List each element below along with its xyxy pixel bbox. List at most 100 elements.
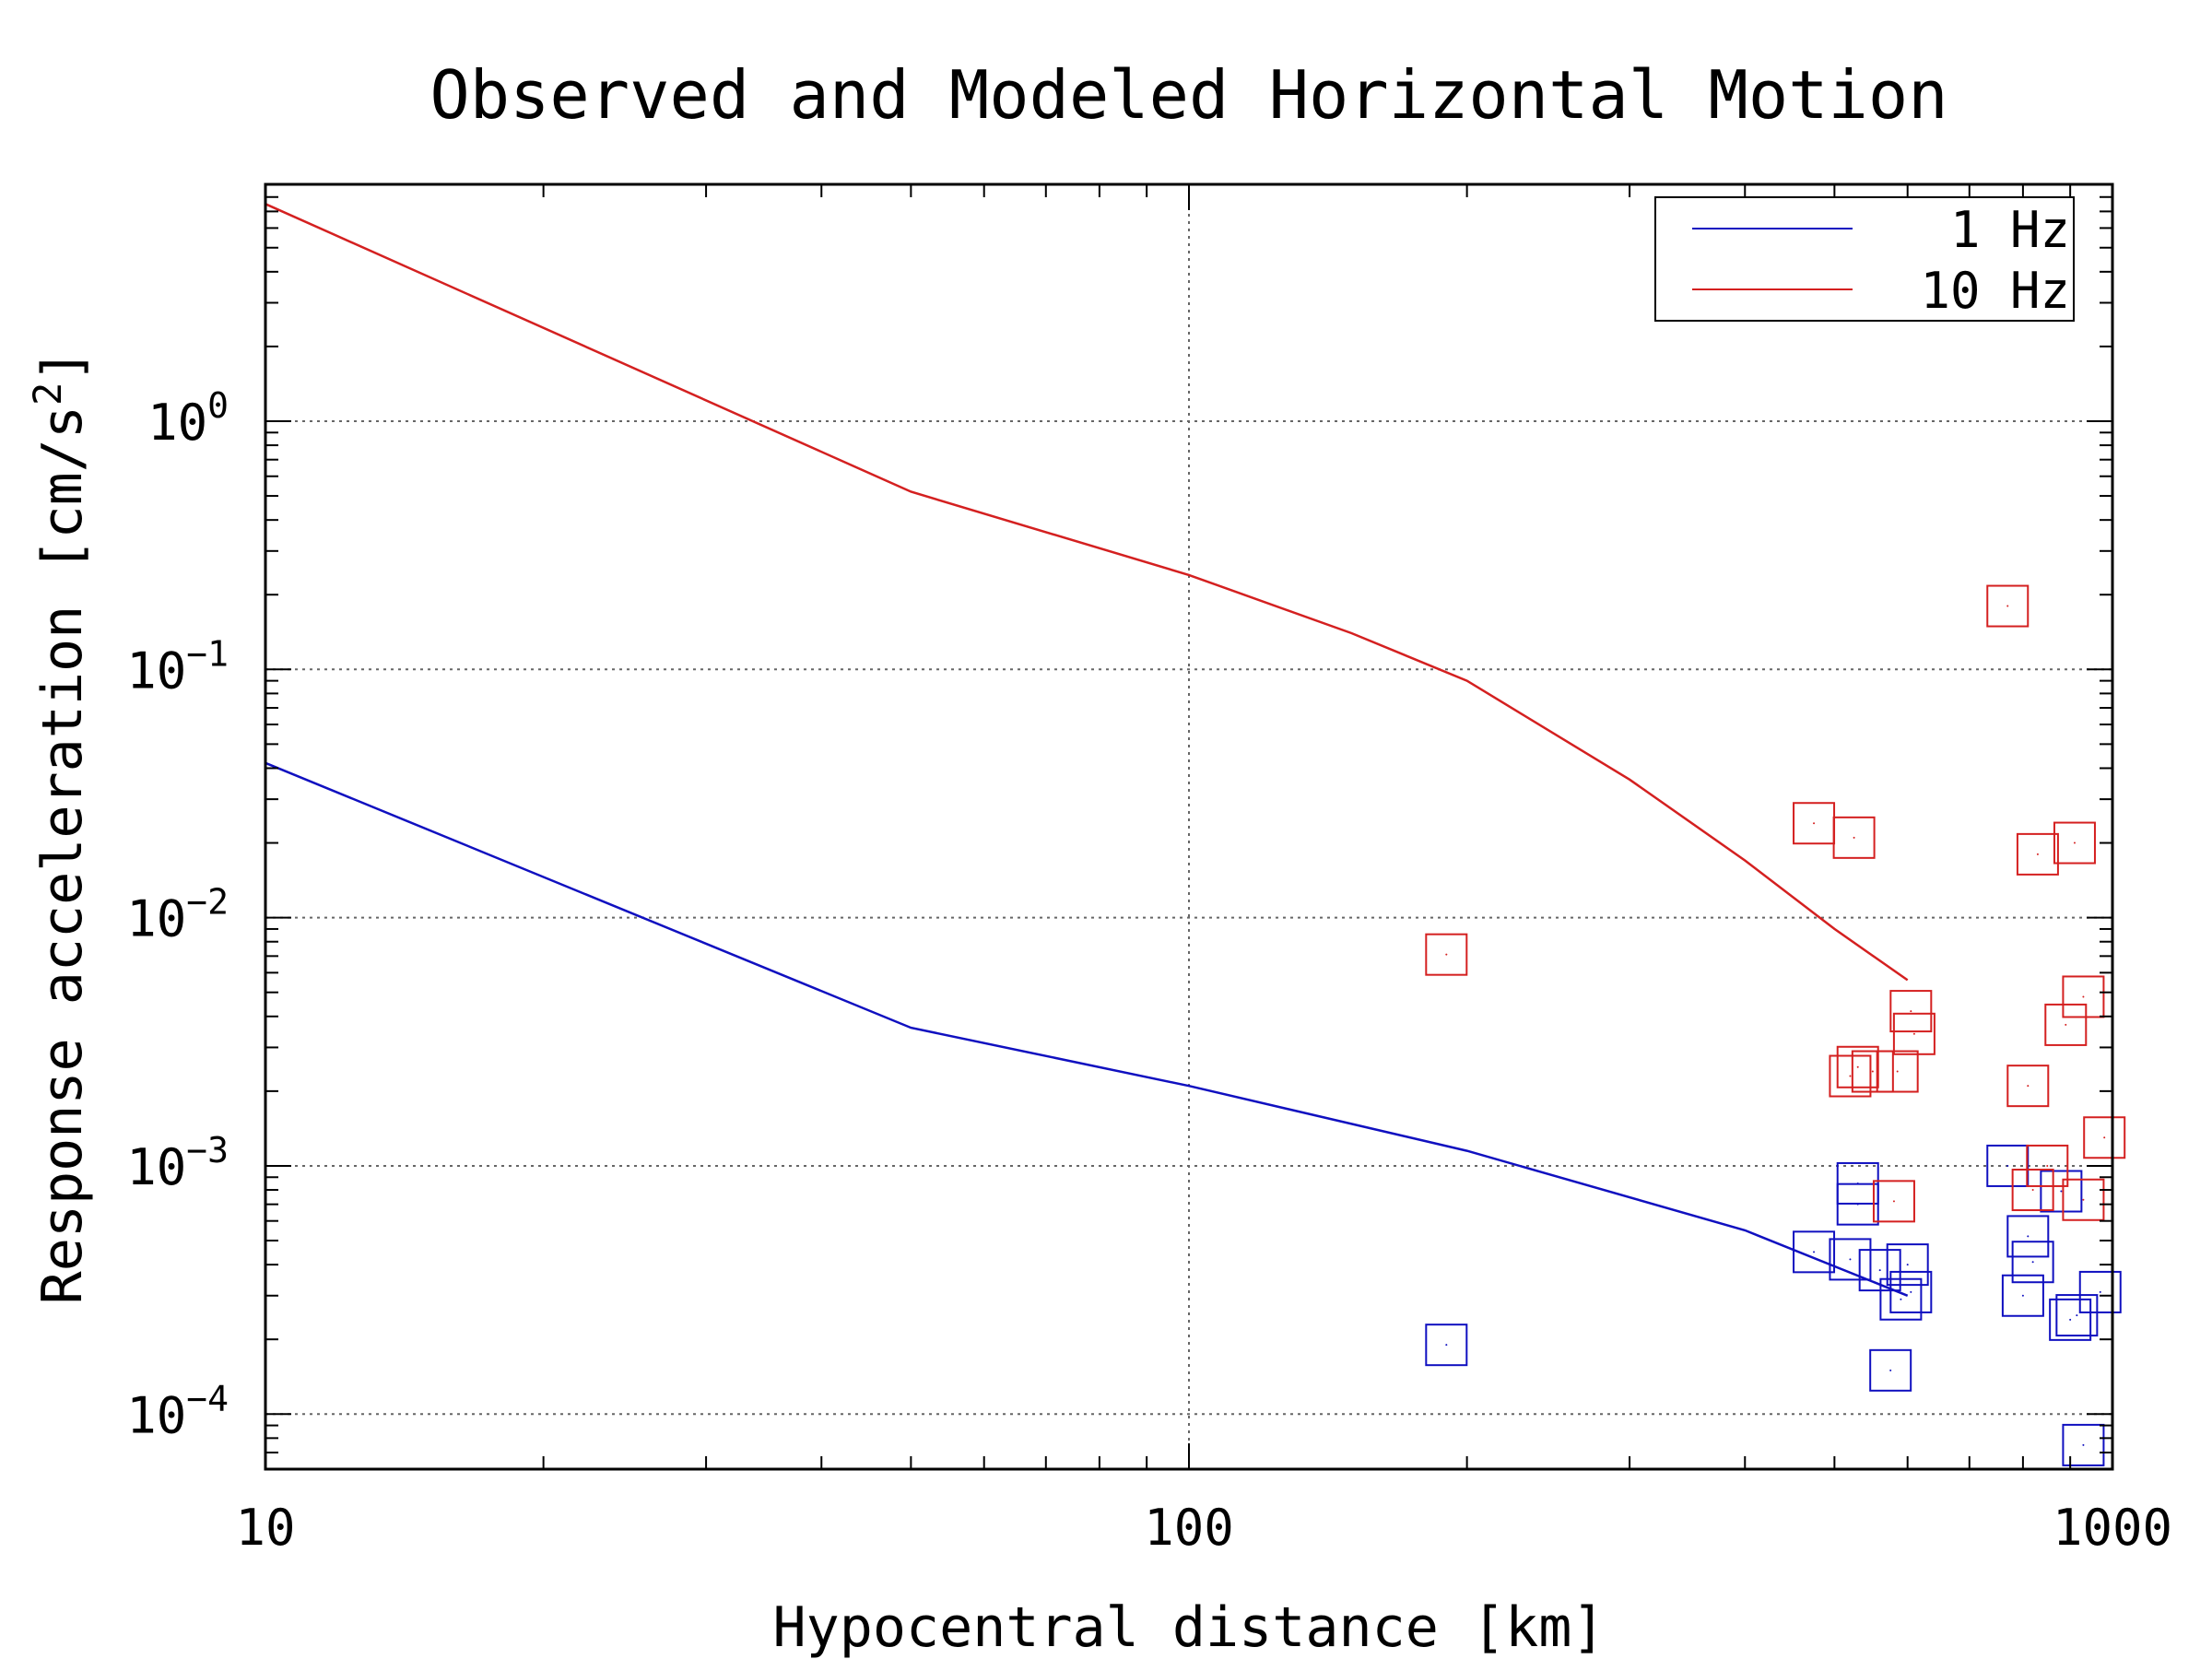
observed-point-10hz [1889, 990, 1933, 1033]
observed-point-1hz [2062, 1423, 2105, 1466]
model-line-1hz [265, 761, 1909, 1297]
y-axis-label: Response acceleration [cm/s2] [25, 349, 95, 1305]
observed-point-center-10hz [1813, 822, 1816, 825]
observed-point-10hz [2016, 832, 2059, 876]
observed-point-10hz [2062, 1178, 2105, 1221]
y-tick-exponent: −1 [186, 633, 229, 674]
observed-point-1hz [1879, 1277, 1923, 1321]
observed-point-center-10hz [2082, 995, 2085, 998]
observed-point-center-10hz [1445, 953, 1448, 956]
observed-point-center-1hz [2069, 1318, 2072, 1321]
legend-label-1hz: 1 Hz [1950, 201, 2070, 259]
observed-point-10hz [2011, 1169, 2054, 1212]
x-tick-labels: 10 100 1000 [235, 1499, 2172, 1557]
observed-point-center-1hz [1445, 1344, 1448, 1347]
observed-point-10hz [1425, 933, 1468, 976]
observed-point-center-10hz [1856, 1065, 1859, 1068]
observed-point-center-10hz [1912, 1032, 1915, 1035]
observed-point-10hz [1876, 1050, 1919, 1093]
observed-point-1hz [2011, 1241, 2054, 1284]
y-axis-label-main: Response acceleration [cm/s [30, 406, 95, 1304]
y-tick-label: 10−1 [126, 633, 229, 700]
y-tick-base: 10 [126, 1386, 186, 1444]
observed-point-10hz [1986, 584, 2030, 628]
observed-point-center-1hz [2082, 1443, 2085, 1446]
observed-point-1hz [1425, 1324, 1468, 1367]
observed-point-10hz [2044, 1003, 2088, 1046]
plot-frame [264, 182, 2114, 1471]
y-tick-base: 10 [126, 1138, 186, 1196]
observed-point-1hz [2049, 1298, 2092, 1341]
observed-point-center-1hz [2060, 1190, 2063, 1193]
observed-point-center-10hz [2036, 853, 2039, 855]
y-tick-label: 10−4 [126, 1378, 229, 1444]
y-tick-exponent: −3 [186, 1130, 229, 1171]
observed-point-center-10hz [2031, 1189, 2034, 1192]
observed-point-1hz [2055, 1294, 2099, 1337]
observed-point-1hz [1869, 1348, 1912, 1392]
x-tick-label: 100 [1144, 1499, 1234, 1557]
observed-point-1hz [1886, 1243, 1929, 1287]
observed-point-center-1hz [1813, 1251, 1816, 1253]
model-line-10hz [265, 203, 1909, 982]
observed-point-10hz [2083, 1116, 2126, 1159]
observed-point-center-1hz [2076, 1314, 2078, 1317]
observed-point-center-1hz [1856, 1203, 1859, 1206]
y-tick-base: 10 [126, 641, 186, 700]
y-axis-label-sup: 2 [25, 382, 70, 406]
observed-point-center-1hz [1910, 1290, 1912, 1293]
observed-point-center-1hz [2006, 1164, 2009, 1167]
observed-point-10hz [2053, 821, 2096, 865]
legend-box [1654, 196, 2075, 322]
observed-point-1hz [1829, 1238, 1872, 1281]
y-tick-label: 10−3 [126, 1130, 229, 1196]
observed-point-10hz [2026, 1144, 2069, 1187]
observed-point-center-1hz [1889, 1369, 1892, 1371]
chart-title: Observed and Modeled Horizontal Motion [429, 56, 1947, 134]
observed-point-1hz [1836, 1182, 1879, 1226]
observed-point-1hz [1793, 1230, 1836, 1274]
y-tick-exponent: −2 [186, 882, 229, 923]
observed-point-10hz [1832, 816, 1876, 859]
observed-point-center-10hz [1853, 836, 1855, 839]
x-axis-label: Hypocentral distance [km] [772, 1595, 1605, 1659]
observed-point-center-10hz [1910, 1010, 1912, 1013]
observed-point-10hz [1851, 1050, 1894, 1093]
observed-point-center-1hz [2099, 1290, 2101, 1293]
observed-point-center-1hz [1900, 1298, 1902, 1300]
observed-point-center-1hz [1878, 1269, 1881, 1272]
observed-point-center-10hz [2006, 605, 2009, 607]
observed-point-10hz [1829, 1054, 1872, 1098]
observed-point-center-10hz [1892, 1200, 1895, 1203]
y-tick-base: 10 [126, 890, 186, 948]
observed-point-center-10hz [2073, 841, 2076, 844]
observed-point-center-10hz [2065, 1023, 2067, 1026]
y-axis-label-end: ] [30, 349, 95, 382]
observed-point-10hz [1892, 1012, 1936, 1055]
y-tick-exponent: 0 [207, 385, 229, 426]
y-tick-base: 10 [147, 394, 207, 452]
observed-point-center-10hz [1849, 1075, 1852, 1077]
observed-point-center-10hz [1896, 1070, 1899, 1073]
observed-point-1hz [2006, 1215, 2050, 1258]
observed-point-1hz [1889, 1270, 1933, 1313]
observed-point-center-10hz [1871, 1070, 1874, 1073]
observed-point-center-10hz [2082, 1198, 2085, 1201]
y-tick-label: 100 [147, 385, 229, 452]
legend: 1 Hz 10 Hz [1654, 196, 2075, 322]
observed-point-10hz [1872, 1180, 1915, 1223]
observed-point-1hz [2040, 1170, 2083, 1213]
observed-point-center-10hz [2027, 1085, 2030, 1088]
x-tick-label: 10 [235, 1499, 295, 1557]
observed-point-center-10hz [2046, 1164, 2049, 1167]
observed-point-center-1hz [2021, 1294, 2024, 1297]
grid [265, 184, 2113, 1469]
observed-point-1hz [2001, 1274, 2044, 1317]
y-tick-exponent: −4 [186, 1378, 229, 1418]
observed-point-1hz [2078, 1270, 2122, 1313]
legend-label-10hz: 10 Hz [1920, 262, 2070, 320]
observed-point-10hz [2006, 1065, 2050, 1108]
observed-point-10hz [2062, 975, 2105, 1018]
